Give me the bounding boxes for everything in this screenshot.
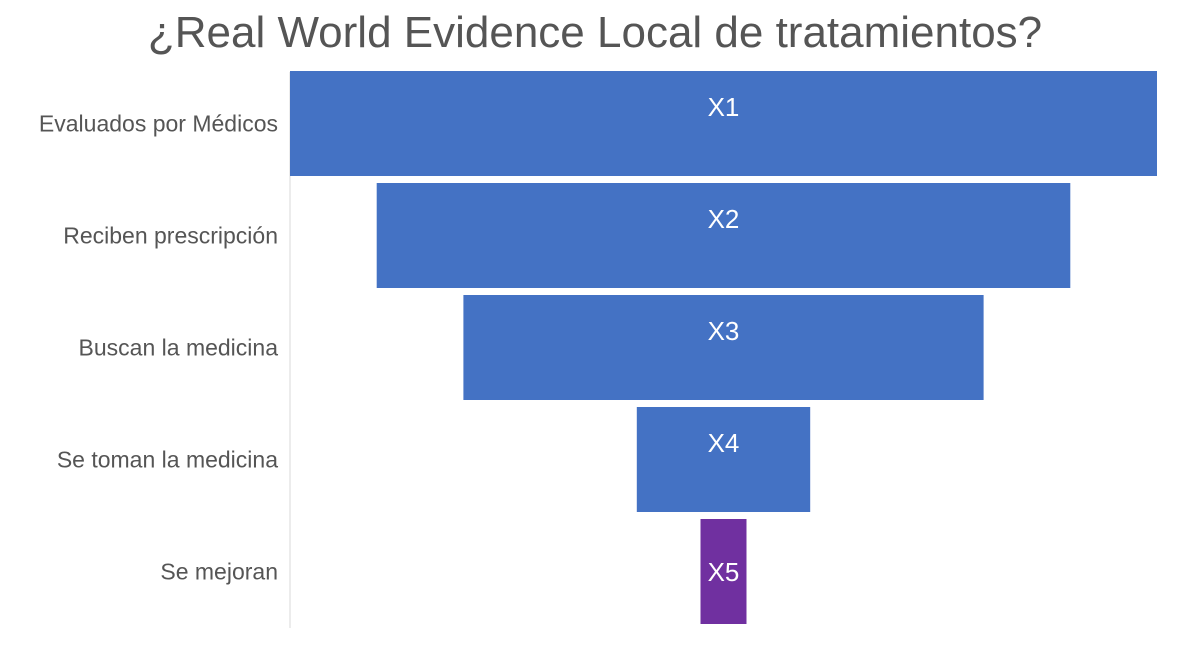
bar-data-label-5: X5 xyxy=(708,557,740,587)
category-label-1: Evaluados por Médicos xyxy=(39,111,278,137)
chart-title: ¿Real World Evidence Local de tratamient… xyxy=(147,8,1043,57)
funnel-bar-3 xyxy=(463,295,984,400)
bar-data-label-4: X4 xyxy=(708,428,740,458)
bar-data-label-2: X2 xyxy=(708,204,740,234)
bar-data-label-3: X3 xyxy=(708,316,740,346)
category-label-2: Reciben prescripción xyxy=(63,223,278,249)
funnel-bar-4 xyxy=(636,407,811,512)
bar-data-label-1: X1 xyxy=(708,92,740,122)
funnel-bar-5 xyxy=(700,519,747,624)
funnel-bar-1 xyxy=(290,71,1157,176)
category-label-3: Buscan la medicina xyxy=(79,335,279,361)
category-label-4: Se toman la medicina xyxy=(57,447,278,473)
funnel-bar-2 xyxy=(376,183,1071,288)
category-label-5: Se mejoran xyxy=(160,559,278,585)
